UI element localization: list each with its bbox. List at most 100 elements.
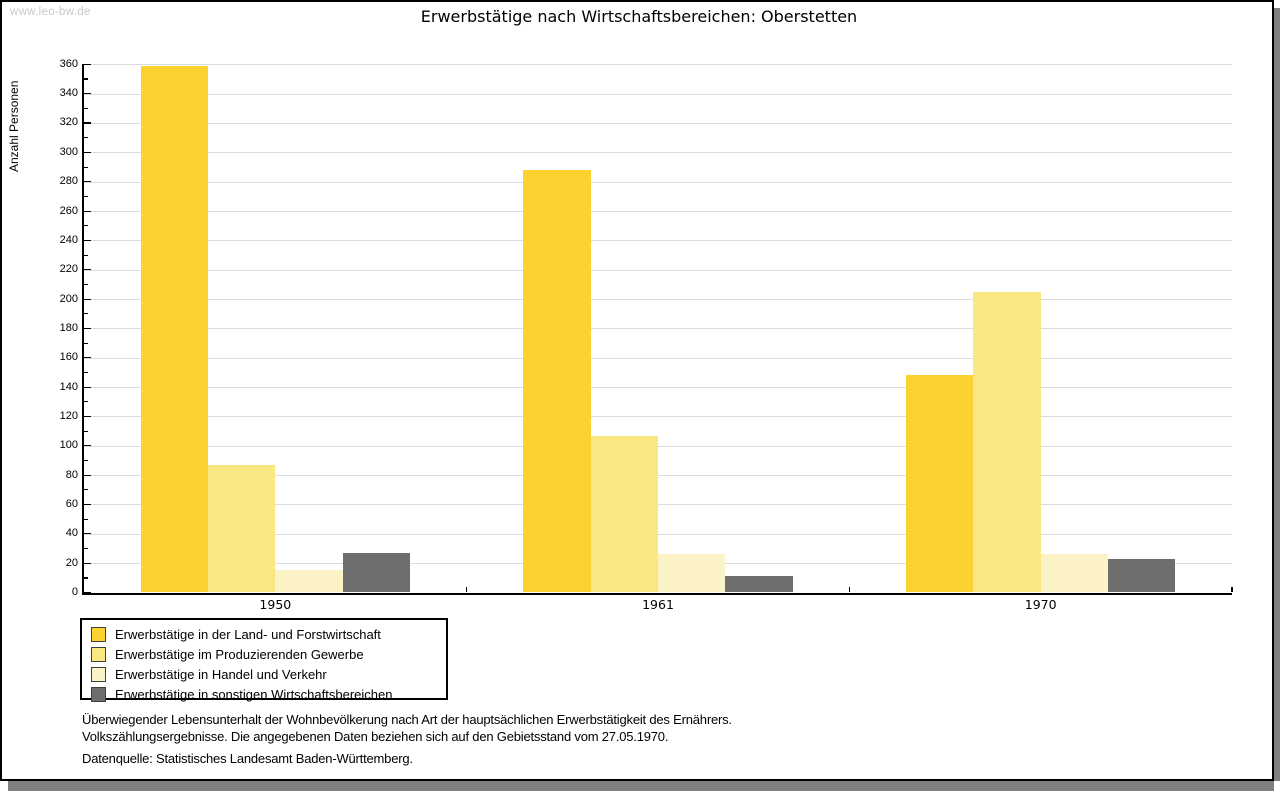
gridline — [84, 357, 1232, 359]
x-tick — [466, 587, 468, 592]
y-tick — [84, 533, 91, 535]
y-tick — [84, 210, 91, 212]
gridline — [84, 445, 1232, 447]
gridline — [84, 152, 1232, 154]
y-tick-label: 260 — [59, 204, 78, 217]
gridline — [84, 240, 1232, 242]
y-tick — [84, 386, 91, 388]
legend-swatch — [91, 666, 106, 682]
bar — [590, 435, 658, 593]
y-tick — [84, 63, 91, 65]
y-tick-label: 140 — [59, 380, 78, 393]
bar — [906, 375, 974, 593]
y-tick-label: 20 — [65, 556, 78, 569]
y-minor-tick — [84, 577, 88, 579]
gridline — [84, 299, 1232, 301]
y-tick — [84, 562, 91, 564]
bar — [523, 169, 591, 593]
y-tick — [84, 474, 91, 476]
gridline — [84, 93, 1232, 95]
gridline — [84, 504, 1232, 506]
page-shadow-right — [1274, 8, 1280, 781]
legend-swatch — [91, 626, 106, 642]
y-minor-tick — [84, 225, 88, 227]
y-tick-label: 60 — [65, 497, 78, 510]
bar — [1040, 554, 1108, 593]
y-tick-label: 160 — [59, 351, 78, 364]
y-tick — [84, 239, 91, 242]
y-minor-tick — [84, 107, 88, 109]
gridline — [84, 211, 1232, 213]
gridline — [84, 387, 1232, 389]
y-minor-tick — [84, 78, 88, 80]
y-tick — [84, 357, 91, 359]
legend-row: Erwerbstätige in sonstigen Wirtschaftsbe… — [91, 684, 446, 704]
y-minor-tick — [84, 489, 88, 491]
y-minor-tick — [84, 547, 88, 550]
legend-row: Erwerbstätige im Produzierenden Gewerbe — [91, 644, 446, 664]
y-tick-label: 280 — [59, 175, 78, 188]
gridline — [84, 475, 1232, 477]
y-tick — [84, 122, 91, 124]
y-tick-label: 80 — [65, 468, 78, 481]
footer-note-line2: Volkszählungsergebnisse. Die angegebenen… — [82, 729, 669, 744]
y-tick-label: 0 — [71, 586, 78, 598]
y-axis-line — [82, 63, 84, 595]
legend-label: Erwerbstätige in sonstigen Wirtschaftsbe… — [115, 686, 393, 702]
y-tick-label: 40 — [65, 527, 78, 540]
legend-label: Erwerbstätige in der Land- und Forstwirt… — [115, 626, 381, 642]
legend-label: Erwerbstätige im Produzierenden Gewerbe — [115, 646, 364, 662]
y-tick-label: 100 — [59, 439, 78, 452]
y-minor-tick — [84, 254, 88, 256]
y-minor-tick — [84, 166, 88, 168]
y-minor-tick — [84, 371, 88, 374]
bar — [973, 291, 1041, 593]
y-minor-tick — [84, 137, 88, 139]
y-minor-tick — [84, 195, 88, 198]
y-minor-tick — [84, 518, 88, 520]
x-tick — [848, 587, 850, 592]
y-tick — [84, 415, 91, 418]
legend-row: Erwerbstätige in der Land- und Forstwirt… — [91, 624, 446, 644]
gridline — [84, 122, 1232, 124]
x-category-label: 1961 — [642, 597, 674, 612]
y-minor-tick — [84, 459, 88, 462]
legend-row: Erwerbstätige in Handel und Verkehr — [91, 664, 446, 684]
y-tick-label: 200 — [59, 292, 78, 305]
page-shadow-bottom — [8, 781, 1274, 791]
y-tick-label: 220 — [59, 263, 78, 276]
gridline — [84, 181, 1232, 183]
bar — [208, 464, 276, 593]
y-tick-label: 320 — [59, 116, 78, 129]
legend-swatch — [91, 646, 106, 662]
bar — [342, 552, 410, 593]
y-tick — [84, 327, 91, 330]
y-minor-tick — [84, 313, 88, 315]
bar — [1107, 558, 1176, 593]
y-minor-tick — [84, 342, 88, 344]
x-category-label: 1950 — [259, 597, 292, 612]
y-minor-tick — [84, 401, 88, 403]
y-tick — [84, 181, 91, 183]
y-tick — [84, 93, 91, 95]
x-category-label: 1970 — [1024, 597, 1057, 612]
x-tick — [1231, 587, 1233, 592]
y-tick-label: 120 — [59, 409, 78, 422]
legend-swatch — [91, 686, 106, 702]
gridline — [84, 328, 1232, 330]
y-tick — [84, 151, 91, 154]
legend-label: Erwerbstätige in Handel und Verkehr — [115, 666, 327, 682]
footer-source: Datenquelle: Statistisches Landesamt Bad… — [82, 751, 413, 766]
watermark: www.leo-bw.de — [10, 6, 91, 18]
y-tick-label: 360 — [59, 57, 78, 70]
y-tick-label: 180 — [59, 321, 78, 334]
y-minor-tick — [84, 283, 88, 286]
y-tick — [84, 503, 91, 506]
bar — [658, 554, 726, 593]
gridline — [84, 64, 1232, 66]
y-minor-tick — [84, 430, 88, 432]
y-tick-label: 300 — [59, 145, 78, 158]
chart-title: Erwerbstätige nach Wirtschaftsbereichen:… — [420, 7, 858, 26]
footer-note: Überwiegender Lebensunterhalt der Wohnbe… — [82, 711, 732, 745]
